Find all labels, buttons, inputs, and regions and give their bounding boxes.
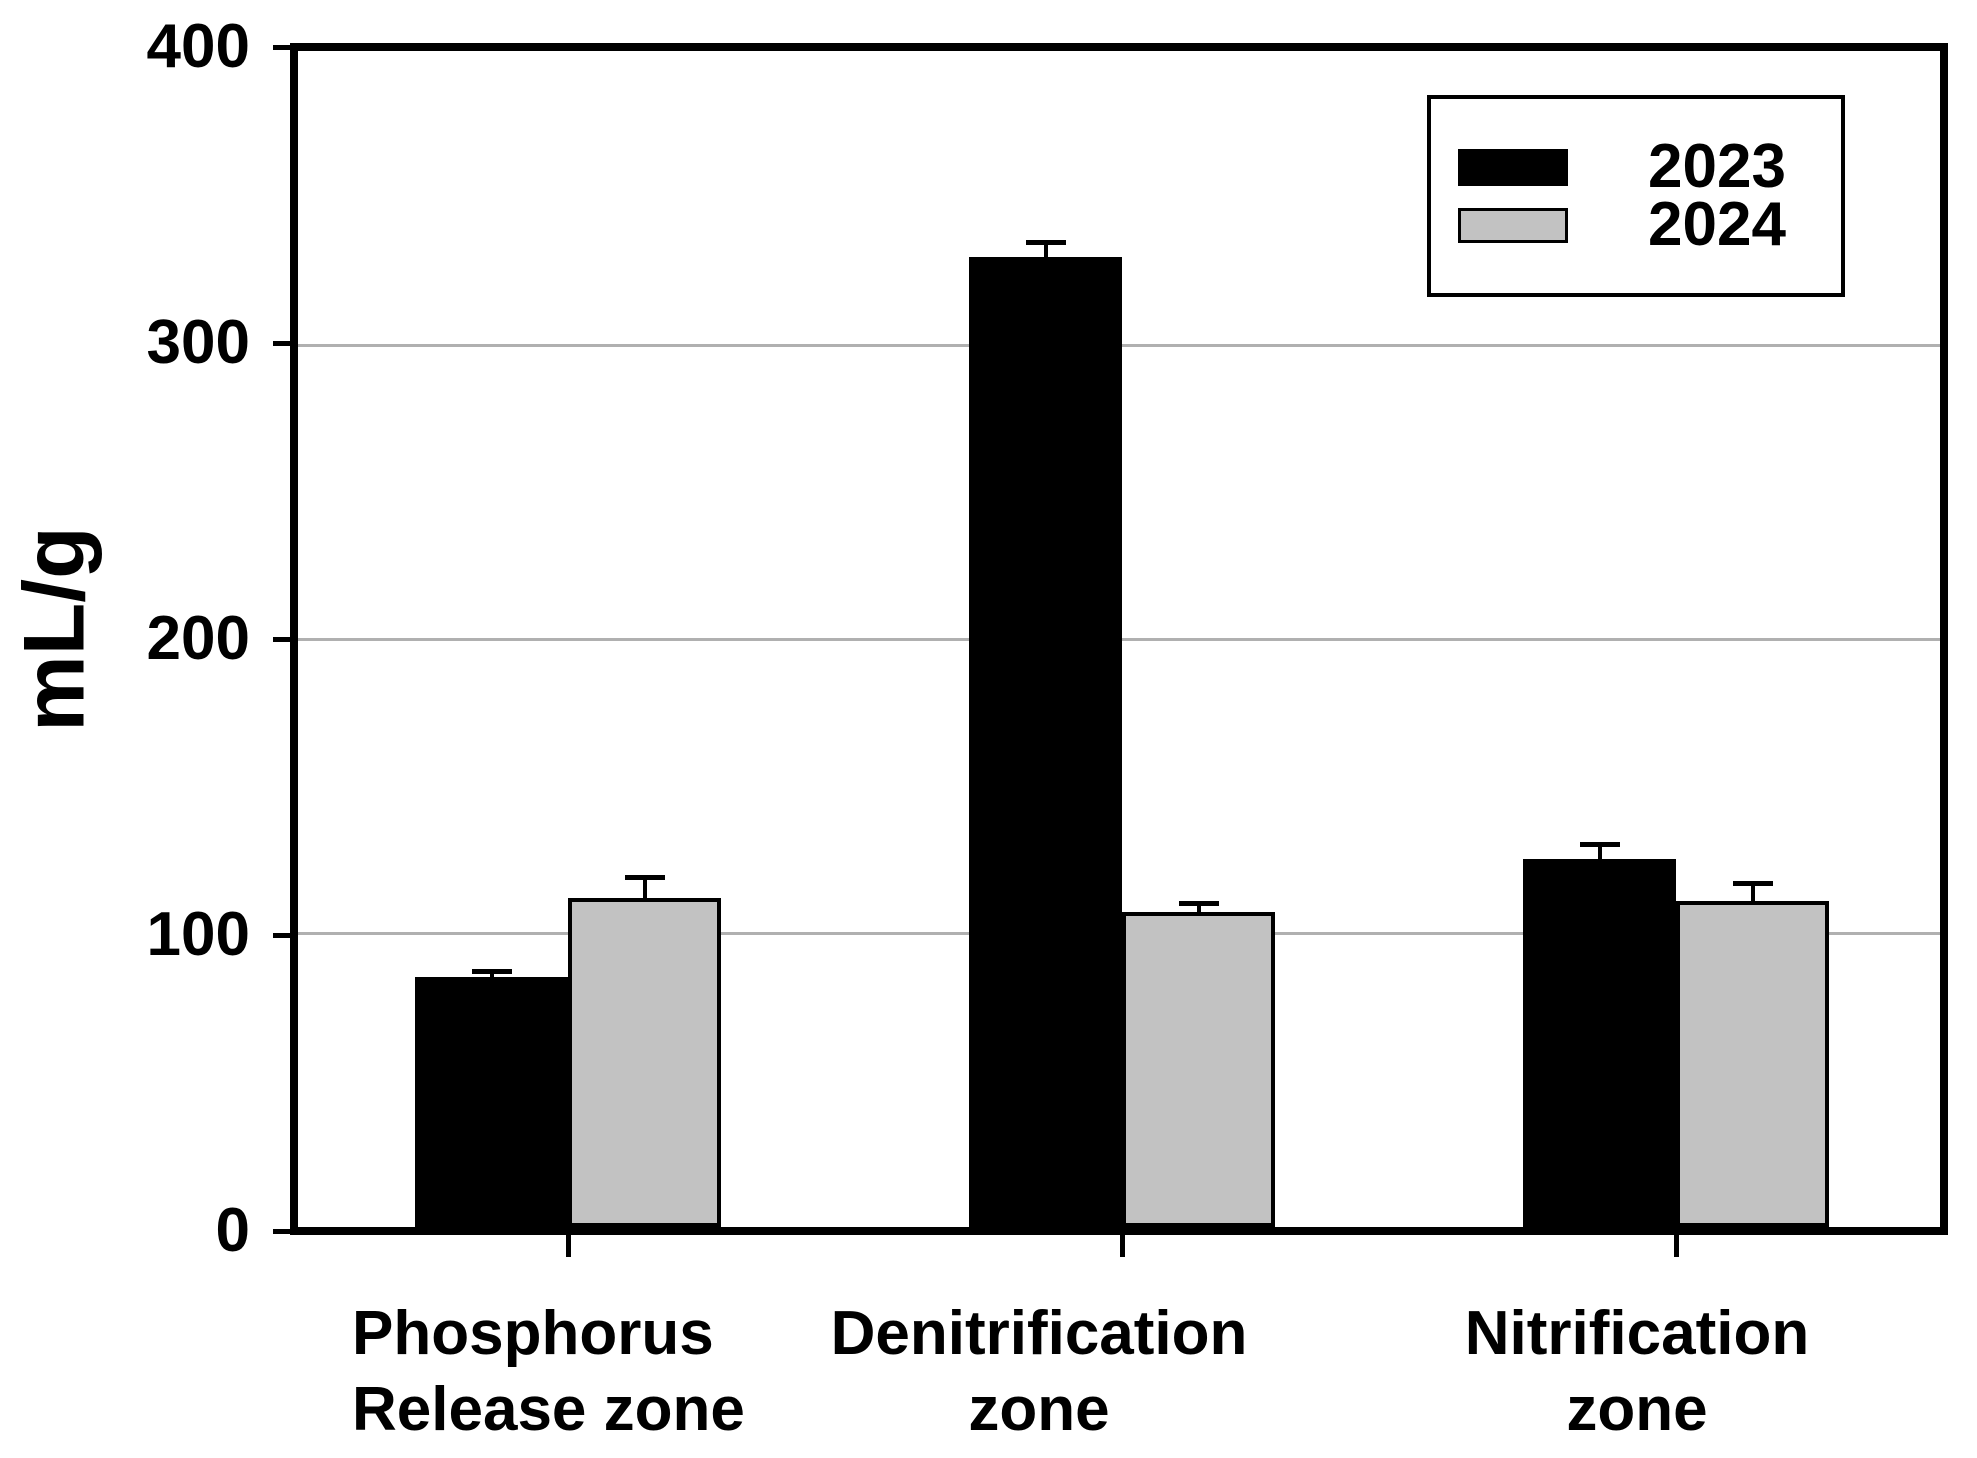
y-tick-100 <box>273 933 290 938</box>
x-tick-denitrification <box>1120 1235 1125 1257</box>
error-bar-2023-nitrification <box>1598 844 1602 859</box>
legend-swatch-2023 <box>1458 148 1568 186</box>
legend-item-2023: 2023 <box>1458 132 1841 201</box>
y-tick-0 <box>273 1229 290 1234</box>
y-tick-label-400: 400 <box>146 12 250 81</box>
bar-2024-phosphorus <box>568 898 721 1227</box>
error-bar-cap-2023-phosphorus <box>472 969 512 974</box>
y-tick-label-0: 0 <box>215 1196 250 1265</box>
x-axis-label-phosphorus: Phosphorus Release zone <box>352 1299 745 1444</box>
x-tick-phosphorus <box>566 1235 571 1257</box>
x-axis-label-denitrification: Denitrification zone <box>830 1299 1248 1444</box>
y-tick-label-200: 200 <box>146 604 250 673</box>
x-axis-label-nitrification: Nitrification zone <box>1464 1299 1810 1444</box>
error-bar-2023-phosphorus <box>490 971 494 977</box>
y-tick-400 <box>273 45 290 50</box>
bar-2024-nitrification <box>1676 901 1829 1227</box>
y-tick-label-100: 100 <box>146 900 250 969</box>
bar-2023-phosphorus <box>415 977 568 1227</box>
error-bar-cap-2024-phosphorus <box>625 875 665 880</box>
legend-swatch-2024 <box>1458 207 1568 243</box>
legend-item-2024: 2024 <box>1458 190 1841 259</box>
bar-2023-denitrification <box>969 257 1122 1227</box>
error-bar-cap-2024-denitrification <box>1179 901 1219 906</box>
legend-label-2023: 2023 <box>1648 132 1786 201</box>
error-bar-cap-2023-denitrification <box>1026 240 1066 245</box>
bar-2023-nitrification <box>1523 859 1676 1227</box>
y-tick-200 <box>273 637 290 642</box>
error-bar-2024-denitrification <box>1197 903 1201 912</box>
error-bar-2023-denitrification <box>1044 242 1048 257</box>
error-bar-2024-phosphorus <box>643 877 647 898</box>
x-tick-nitrification <box>1674 1235 1679 1257</box>
y-tick-300 <box>273 341 290 346</box>
error-bar-cap-2023-nitrification <box>1580 842 1620 847</box>
legend: 2023 2024 <box>1427 95 1845 297</box>
error-bar-cap-2024-nitrification <box>1733 881 1773 886</box>
legend-label-2024: 2024 <box>1648 190 1786 259</box>
error-bar-2024-nitrification <box>1751 883 1755 901</box>
y-tick-label-300: 300 <box>146 308 250 377</box>
bar-2024-denitrification <box>1122 912 1275 1227</box>
